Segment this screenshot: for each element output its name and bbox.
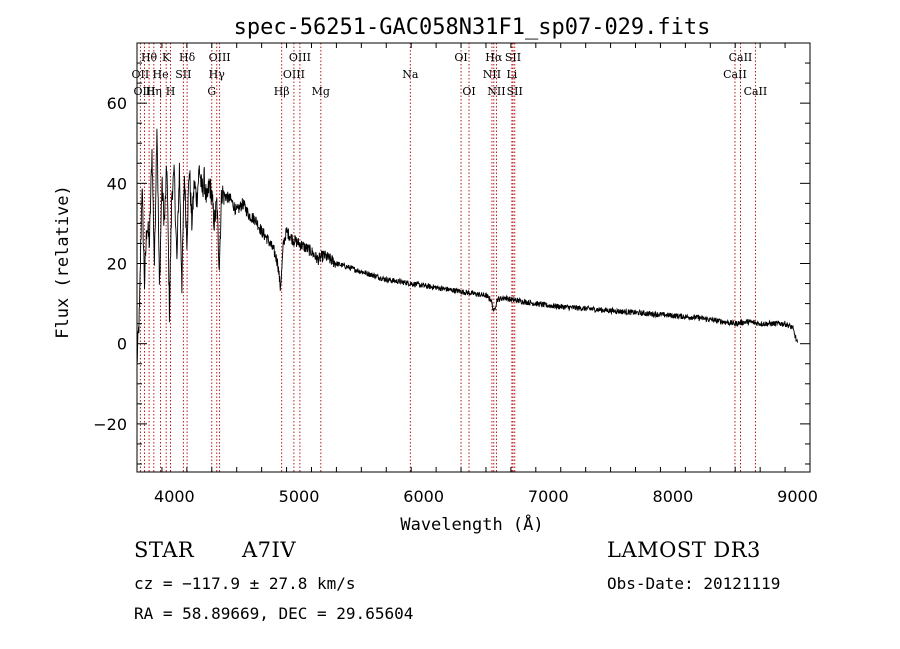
line-label-1: OII	[132, 68, 150, 81]
y-tick-label: 0	[117, 335, 127, 354]
line-label-8: Hδ	[179, 51, 196, 64]
line-label-11: G	[207, 85, 216, 98]
line-label-19: Hα	[485, 51, 503, 64]
line-label-24: SII	[507, 85, 523, 98]
spectral-class: A7IV	[242, 538, 296, 562]
x-tick-label: 8000	[653, 487, 694, 506]
plot-axes	[136, 42, 811, 473]
line-label-23: NII	[487, 85, 505, 98]
line-label-25: CaII	[729, 51, 753, 64]
y-tick-label: 20	[107, 255, 127, 274]
y-tick-label: −20	[93, 415, 127, 434]
observation-date: Obs-Date: 20121119	[607, 574, 781, 593]
line-label-26: CaII	[723, 68, 747, 81]
line-label-9: OIII	[209, 51, 231, 64]
line-label-12: OIII	[289, 51, 311, 64]
line-label-2: OIII	[133, 85, 155, 98]
line-label-15: Mg	[312, 85, 330, 98]
x-axis-label: Wavelength (Å)	[400, 513, 543, 535]
x-tick-label: 9000	[777, 487, 818, 506]
tick-labels: 4000 5000 6000 7000 8000 9000 −20 0 20 40 60	[93, 94, 818, 506]
redshift-velocity: cz = −117.9 ± 27.8 km/s	[134, 574, 356, 593]
y-tick-label: 60	[107, 94, 127, 113]
line-label-27: CaII	[744, 85, 768, 98]
line-label-13: OIII	[283, 68, 305, 81]
line-label-16: Na	[402, 68, 419, 81]
line-label-6: SII	[175, 68, 191, 81]
line-label-7: H	[166, 85, 176, 98]
x-tick-label: 7000	[528, 487, 569, 506]
plot-frame	[136, 42, 811, 473]
x-tick-label: 6000	[403, 487, 444, 506]
line-label-21: NII	[483, 68, 501, 81]
spectrum-series	[136, 128, 798, 363]
emission-line-markers	[139, 43, 756, 472]
line-label-3: Hη	[146, 85, 162, 98]
line-label-14: Hβ	[274, 85, 290, 98]
spectrum-line	[136, 128, 798, 363]
line-label-10: Hγ	[209, 68, 226, 81]
line-label-18: OI	[462, 85, 475, 98]
line-label-0: Hθ	[141, 51, 158, 64]
survey-name: LAMOST DR3	[607, 538, 761, 562]
chart-title: spec-56251-GAC058N31F1_sp07-029.fits	[234, 15, 711, 40]
line-label-4: K	[162, 51, 171, 64]
y-tick-label: 40	[107, 174, 127, 193]
coordinates: RA = 58.89669, DEC = 29.65604	[134, 604, 414, 623]
line-label-5: He	[153, 68, 169, 81]
x-tick-label: 5000	[279, 487, 320, 506]
line-label-20: SII	[505, 51, 521, 64]
y-axis-label: Flux (relative)	[53, 185, 73, 339]
line-label-17: OI	[454, 51, 467, 64]
line-label-22: Li	[506, 68, 517, 81]
object-type: STAR	[134, 538, 195, 562]
x-tick-label: 4000	[154, 487, 195, 506]
